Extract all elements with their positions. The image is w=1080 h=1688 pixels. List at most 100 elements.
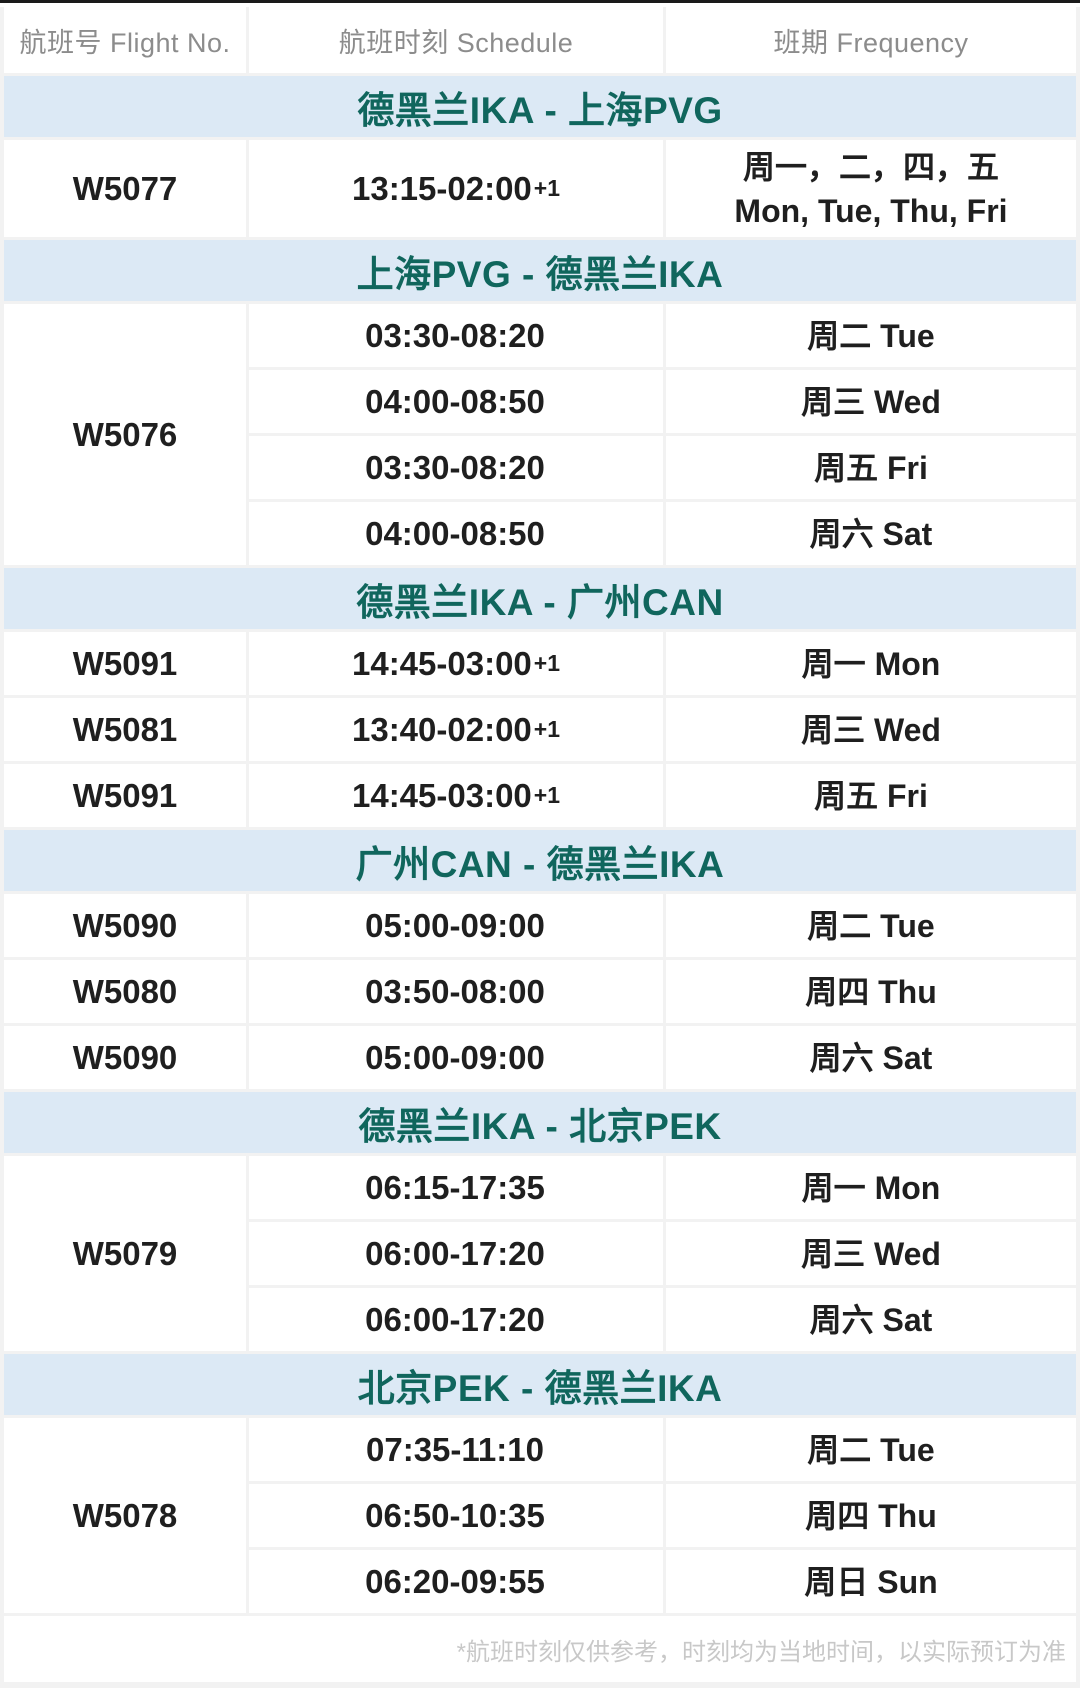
frequency-line: 周一 Mon [801, 645, 941, 682]
schedule-time-cell: 03:30-08:20 [249, 436, 663, 499]
schedule-time-cell: 06:15-17:35 [249, 1156, 663, 1219]
route-section-header: 上海PVG - 德黑兰IKA [4, 240, 1076, 301]
group-subrows: 14:45-03:00 +1 周一 Mon [249, 632, 1076, 695]
frequency-cell: 周三 Wed [666, 370, 1076, 433]
schedule-time-cell: 03:30-08:20 [249, 304, 663, 367]
schedule-time-cell: 04:00-08:50 [249, 502, 663, 565]
schedule-time-cell: 06:20-09:55 [249, 1550, 663, 1613]
schedule-time-cell: 13:15-02:00 +1 [249, 140, 663, 237]
schedule-row: 04:00-08:50 周六 Sat [249, 502, 1076, 565]
schedule-row: 06:00-17:20 周六 Sat [249, 1288, 1076, 1351]
frequency-line: 周五 Fri [814, 777, 928, 814]
schedule-time: 03:30-08:20 [365, 448, 545, 486]
col-header-flight-no: 航班号 Flight No. [4, 7, 246, 73]
frequency-cell: 周五 Fri [666, 764, 1076, 827]
plus-one-suffix: +1 [533, 650, 561, 676]
frequency-cell: 周四 Thu [666, 960, 1076, 1023]
frequency-cell: 周六 Sat [666, 1288, 1076, 1351]
frequency-cell: 周一 Mon [666, 1156, 1076, 1219]
schedule-time: 04:00-08:50 [365, 382, 545, 420]
frequency-line: 周一 Mon [801, 1169, 941, 1206]
flight-number-cell: W5091 [4, 632, 246, 695]
schedule-row: 14:45-03:00 +1 周一 Mon [249, 632, 1076, 695]
flight-group-row: W5090 05:00-09:00 周二 Tue [4, 894, 1076, 957]
schedule-time-cell: 04:00-08:50 [249, 370, 663, 433]
group-subrows: 14:45-03:00 +1 周五 Fri [249, 764, 1076, 827]
schedule-time-cell: 03:50-08:00 [249, 960, 663, 1023]
schedule-time: 14:45-03:00 [351, 644, 532, 682]
schedule-row: 14:45-03:00 +1 周五 Fri [249, 764, 1076, 827]
frequency-line: 周六 Sat [809, 1039, 933, 1076]
col-header-frequency: 班期 Frequency [666, 7, 1076, 73]
group-subrows: 05:00-09:00 周六 Sat [249, 1026, 1076, 1089]
schedule-row: 06:20-09:55 周日 Sun [249, 1550, 1076, 1613]
frequency-cell: 周五 Fri [666, 436, 1076, 499]
frequency-cell: 周四 Thu [666, 1484, 1076, 1547]
schedule-time-cell: 06:50-10:35 [249, 1484, 663, 1547]
group-subrows: 13:40-02:00 +1 周三 Wed [249, 698, 1076, 761]
flight-group-row: W5081 13:40-02:00 +1 周三 Wed [4, 698, 1076, 761]
schedule-row: 06:15-17:35 周一 Mon [249, 1156, 1076, 1219]
frequency-line: 周三 Wed [801, 383, 941, 420]
flight-number-cell: W5081 [4, 698, 246, 761]
frequency-line: 周六 Sat [809, 515, 933, 552]
top-border-line [0, 0, 1080, 7]
schedule-time: 04:00-08:50 [365, 514, 545, 552]
flight-group-row: W5091 14:45-03:00 +1 周五 Fri [4, 764, 1076, 827]
schedule-time-cell: 06:00-17:20 [249, 1222, 663, 1285]
schedule-time: 06:15-17:35 [365, 1168, 545, 1206]
frequency-line: 周四 Thu [805, 1497, 937, 1534]
schedule-row: 04:00-08:50 周三 Wed [249, 370, 1076, 433]
frequency-line: 周一，二，四，五 [742, 148, 999, 185]
frequency-cell: 周三 Wed [666, 698, 1076, 761]
frequency-cell: 周一，二，四，五 Mon, Tue, Thu, Fri [666, 140, 1076, 237]
route-section-header: 德黑兰IKA - 北京PEK [4, 1092, 1076, 1153]
col-header-schedule: 航班时刻 Schedule [249, 7, 663, 73]
flight-number-cell: W5077 [4, 140, 246, 237]
group-subrows: 07:35-11:10 周二 Tue 06:50-10:35 周四 Thu 06:20-… [249, 1418, 1076, 1613]
schedule-row: 06:00-17:20 周三 Wed [249, 1222, 1076, 1285]
table-header-row: 航班号 Flight No. 航班时刻 Schedule 班期 Frequenc… [4, 7, 1076, 73]
schedule-row: 03:30-08:20 周二 Tue [249, 304, 1076, 367]
group-subrows: 06:15-17:35 周一 Mon 06:00-17:20 周三 Wed 06:00-… [249, 1156, 1076, 1351]
frequency-line: Mon, Tue, Thu, Fri [734, 192, 1008, 229]
flight-group-row: W5078 07:35-11:10 周二 Tue 06:50-10:35 周四 Thu 0… [4, 1418, 1076, 1613]
frequency-line: 周六 Sat [809, 1301, 933, 1338]
frequency-line: 周二 Tue [807, 317, 935, 354]
plus-one-suffix: +1 [533, 716, 561, 742]
schedule-row: 03:30-08:20 周五 Fri [249, 436, 1076, 499]
flight-group-row: W5076 03:30-08:20 周二 Tue 04:00-08:50 周三 Wed 0… [4, 304, 1076, 565]
frequency-cell: 周三 Wed [666, 1222, 1076, 1285]
flight-group-row: W5080 03:50-08:00 周四 Thu [4, 960, 1076, 1023]
schedule-time-cell: 07:35-11:10 [249, 1418, 663, 1481]
plus-one-suffix: +1 [533, 175, 561, 201]
footnote-text: *航班时刻仅供参考，时刻均为当地时间，以实际预订为准 [456, 1638, 1066, 1666]
flight-number-cell: W5090 [4, 1026, 246, 1089]
route-section-header: 德黑兰IKA - 广州CAN [4, 568, 1076, 629]
group-subrows: 13:15-02:00 +1 周一，二，四，五 Mon, Tue, Thu, Fri [249, 140, 1076, 237]
flight-number-cell: W5078 [4, 1418, 246, 1613]
route-section-header: 广州CAN - 德黑兰IKA [4, 830, 1076, 891]
schedule-row: 03:50-08:00 周四 Thu [249, 960, 1076, 1023]
schedule-time: 03:50-08:00 [365, 972, 545, 1010]
schedule-time-cell: 05:00-09:00 [249, 1026, 663, 1089]
schedule-time: 13:40-02:00 [351, 710, 532, 748]
flight-group-row: W5090 05:00-09:00 周六 Sat [4, 1026, 1076, 1089]
schedule-row: 06:50-10:35 周四 Thu [249, 1484, 1076, 1547]
group-subrows: 05:00-09:00 周二 Tue [249, 894, 1076, 957]
flight-group-row: W5091 14:45-03:00 +1 周一 Mon [4, 632, 1076, 695]
schedule-time: 06:00-17:20 [365, 1234, 545, 1272]
schedule-row: 07:35-11:10 周二 Tue [249, 1418, 1076, 1481]
frequency-cell: 周二 Tue [666, 304, 1076, 367]
flight-group-row: W5077 13:15-02:00 +1 周一，二，四，五 Mon, Tue, Thu,… [4, 140, 1076, 237]
schedule-time: 05:00-09:00 [365, 906, 545, 944]
route-section-header: 北京PEK - 德黑兰IKA [4, 1354, 1076, 1415]
schedule-row: 13:40-02:00 +1 周三 Wed [249, 698, 1076, 761]
group-subrows: 03:50-08:00 周四 Thu [249, 960, 1076, 1023]
frequency-cell: 周六 Sat [666, 1026, 1076, 1089]
schedule-time-cell: 14:45-03:00 +1 [249, 632, 663, 695]
schedule-time: 06:20-09:55 [365, 1562, 545, 1600]
frequency-line: 周五 Fri [814, 449, 928, 486]
frequency-line: 周二 Tue [807, 907, 935, 944]
